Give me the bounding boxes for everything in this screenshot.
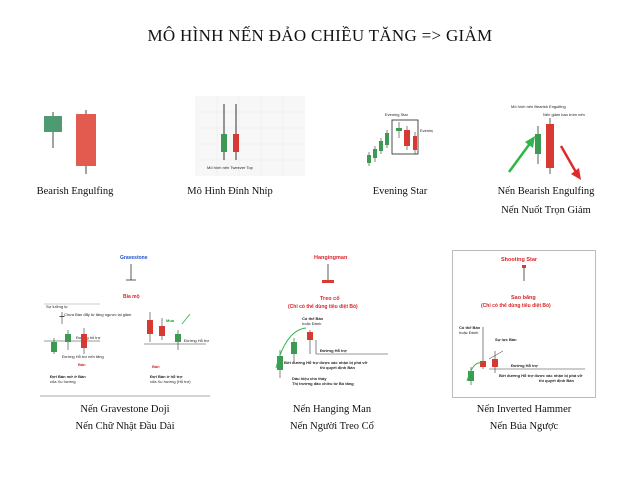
- note-broken: Bởi đường Hỗ trợ được xác nhận bị phá vỡ: [499, 373, 583, 378]
- caption-inverted-hammer: Nến Inverted Hammer: [476, 404, 572, 415]
- note-wait-support: Đợi Bán ở hỗ trợ: [150, 374, 182, 379]
- note-sell-2: Bán: [152, 364, 160, 369]
- shooting-star-sub-2: (Chỉ có thể dùng tiêu diệt Bò): [481, 302, 551, 309]
- note-support: Đường Hỗ trợ: [511, 363, 538, 368]
- shooting-star-sub: Sao băng: [511, 295, 536, 301]
- hanging-man-figure: Hangingman Treo cổ (Chỉ có thể dùng tiêu…: [262, 250, 402, 398]
- note-reversal: Thị trường đảo chiều từ Bò tăng: [292, 381, 354, 386]
- caption-bearish-engulfing-vn-2: Nến Nuốt Trọn Giảm: [501, 205, 591, 216]
- caption-gravestone-doji-vn: Nến Chữ Nhật Đầu Dài: [75, 421, 175, 432]
- note-buy: Mua: [166, 318, 175, 323]
- caption-tweezer-top: Mô Hình Đỉnh Nhíp: [187, 186, 273, 197]
- caption-bearish-engulfing-vn: Nến Bearish Engulfing: [497, 186, 595, 197]
- hanging-man-sub: Treo cổ: [320, 295, 340, 302]
- bearish-engulfing-arrows-figure: Mô hình nến Bearish Engulfing Nến giảm b…: [505, 102, 594, 182]
- bull-candle: [221, 134, 227, 152]
- hanging-man-heading: Hangingman: [314, 255, 348, 261]
- note-decide-sell: thì quyết định Bán: [320, 365, 355, 370]
- evening-star-side-label: Evening star: [420, 128, 433, 133]
- bear-candle: [233, 134, 239, 152]
- note-sell: Bán: [78, 362, 86, 367]
- tweezer-inner-label: Mô hình nến Tweezer Top: [207, 165, 254, 170]
- note-seller-push: Chưa Bán đẩy từ tăng ngược lại giảm: [64, 312, 132, 317]
- engulf-inner-label: Mô hình nến Bearish Engulfing: [511, 104, 566, 109]
- bear-candle: [546, 124, 554, 168]
- page-title: MÔ HÌNH NẾN ĐẢO CHIỀU TĂNG => GIẢM: [147, 26, 493, 45]
- caption-hanging-man: Nến Hanging Man: [292, 404, 372, 415]
- caption-inverted-hammer-vn: Nến Búa Ngược: [489, 421, 559, 432]
- inverted-hammer-figure: Shooting Star Sao băng (Chỉ có thể dùng …: [452, 250, 596, 398]
- note-trend-1: của Xu hướng: [50, 379, 76, 384]
- evening-star-figure: Evening Star Evening star: [363, 108, 443, 170]
- hanging-man-sub-2: (Chỉ có thể dùng tiêu diệt Bò): [288, 303, 358, 310]
- note-support-2: Đường Hỗ trợ nến tăng: [62, 354, 104, 359]
- caption-bearish-engulfing: Bearish Engulfing: [36, 186, 114, 197]
- gravestone-doji-figure: Gravestone Bia mộ Sự lưỡng lự Chưa Bán đ…: [40, 250, 216, 398]
- note-support-3: Đường Hỗ trợ (1): [184, 338, 210, 343]
- note-sell-pressure: Sự lực Bán: [495, 337, 517, 342]
- gravestone-sub-heading: Bia mộ: [123, 294, 140, 300]
- note-signal: Dấu hiệu cho thấy: [292, 376, 327, 381]
- bull-candle: [44, 116, 62, 132]
- down-arrow: [559, 145, 579, 175]
- note-hesitation: Sự lưỡng lự: [46, 304, 68, 309]
- caption-gravestone-doji: Nến Gravestone Doji: [80, 404, 170, 415]
- bearish-engulfing-figure: [40, 110, 110, 180]
- note-decide-sell: thì quyết định Bán: [539, 378, 574, 383]
- note-can-sell: Có thể Bán: [459, 325, 481, 330]
- tweezer-top-figure: Mô hình nến Tweezer Top: [195, 96, 305, 176]
- caption-hanging-man-vn: Nến Người Treo Cổ: [290, 421, 374, 432]
- up-arrow: [507, 141, 533, 173]
- bear-candle: [76, 114, 96, 166]
- note-or-hit: hoặc Đánh: [302, 321, 321, 326]
- note-support-1: Đường hỗ trợ: [76, 335, 101, 340]
- evening-star-inner-label: Evening Star: [385, 112, 409, 117]
- note-trend-2: của Xu hướng (Hỗ trợ): [150, 379, 191, 384]
- note-wait-sell: Đợi Bán mở ở Bán: [50, 374, 86, 379]
- bull-candle: [535, 134, 541, 154]
- note-or-hit: hoặc Đánh: [459, 330, 478, 335]
- note-support: Đường Hỗ trợ: [320, 348, 347, 353]
- caption-evening-star: Evening Star: [372, 186, 428, 197]
- engulf-inner-note: Nến giảm bao trùm nến tăng: [543, 112, 585, 117]
- gravestone-heading: Gravestone: [120, 255, 148, 261]
- note-can-sell: Có thể Bán: [302, 316, 324, 321]
- shooting-star-heading: Shooting Star: [501, 257, 538, 263]
- note-broken: Bởi đường Hỗ trợ được xác nhận bị phá vỡ: [284, 360, 368, 365]
